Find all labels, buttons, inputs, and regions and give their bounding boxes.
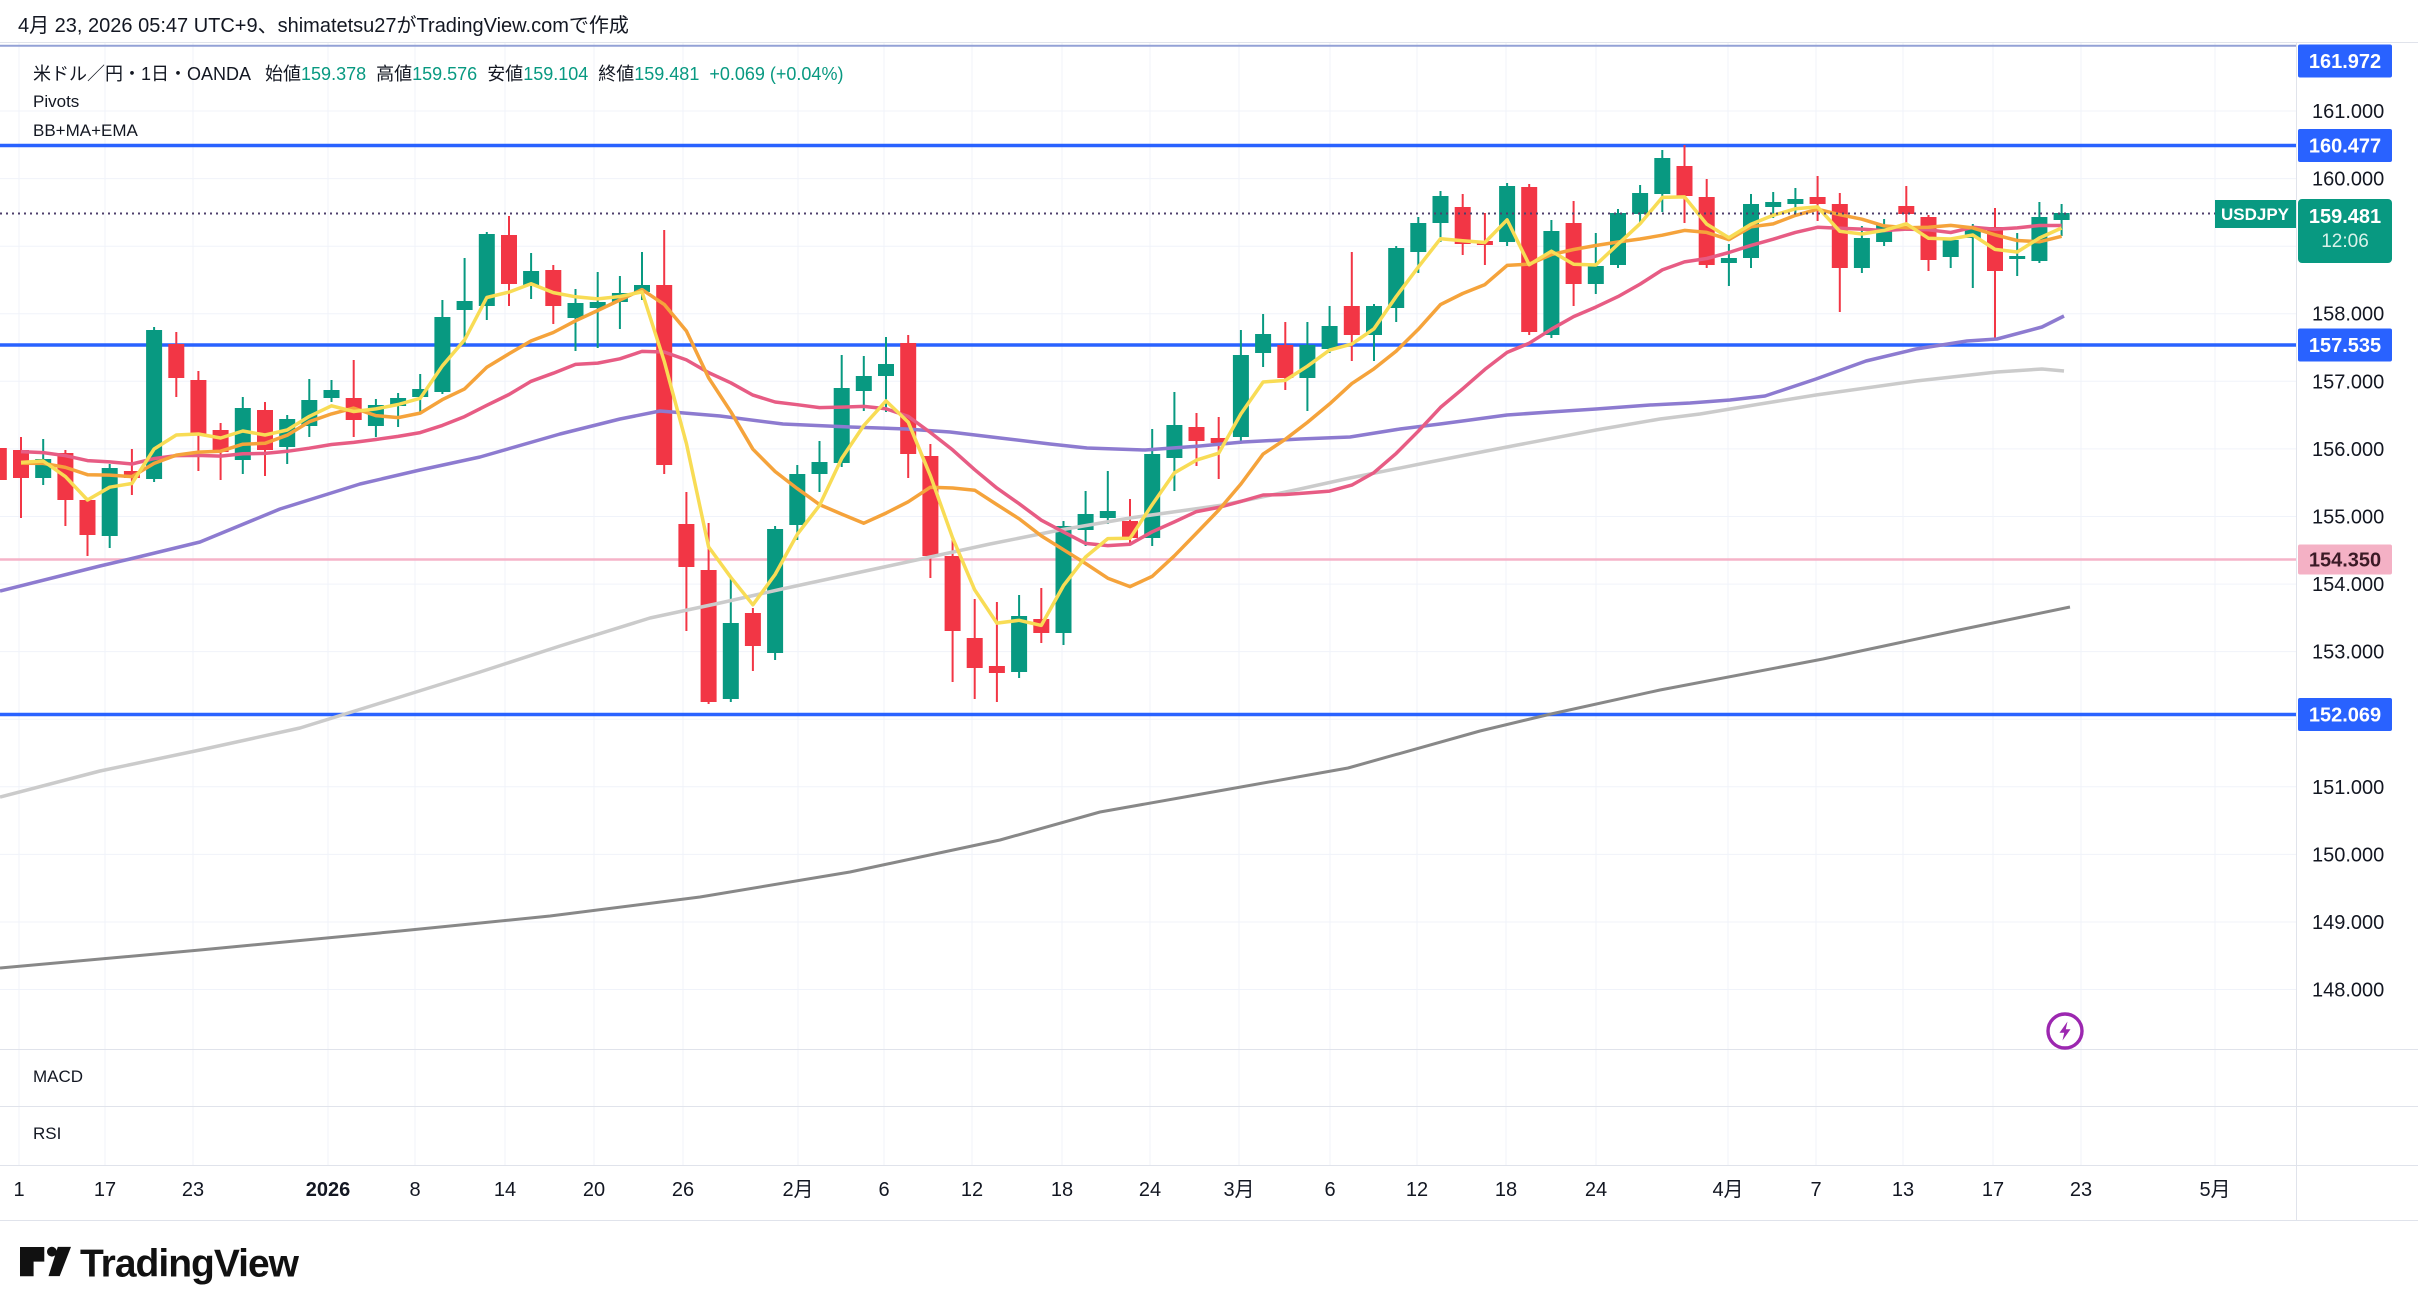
svg-text:8: 8 <box>409 1179 420 1201</box>
svg-text:23: 23 <box>182 1179 204 1201</box>
svg-text:152.069: 152.069 <box>2309 705 2381 727</box>
svg-text:26: 26 <box>672 1179 694 1201</box>
svg-text:148.000: 148.000 <box>2312 980 2384 1002</box>
svg-text:23: 23 <box>2070 1179 2092 1201</box>
svg-text:24: 24 <box>1585 1179 1607 1201</box>
svg-text:6: 6 <box>1324 1179 1335 1201</box>
svg-text:18: 18 <box>1495 1179 1517 1201</box>
svg-text:159.481: 159.481 <box>2309 206 2381 228</box>
svg-text:4月: 4月 <box>1712 1179 1743 1201</box>
svg-text:1: 1 <box>13 1179 24 1201</box>
svg-text:4月 23, 2026 05:47 UTC+9、shimat: 4月 23, 2026 05:47 UTC+9、shimatetsu27がTra… <box>18 14 629 37</box>
svg-text:150.000: 150.000 <box>2312 844 2384 866</box>
svg-text:154.000: 154.000 <box>2312 574 2384 596</box>
svg-text:155.000: 155.000 <box>2312 507 2384 529</box>
svg-text:3月: 3月 <box>1223 1179 1254 1201</box>
svg-text:18: 18 <box>1051 1179 1073 1201</box>
svg-text:12: 12 <box>1406 1179 1428 1201</box>
svg-text:2月: 2月 <box>782 1179 813 1201</box>
svg-text:12: 12 <box>961 1179 983 1201</box>
svg-text:14: 14 <box>494 1179 516 1201</box>
svg-text:RSI: RSI <box>33 1124 61 1143</box>
svg-text:24: 24 <box>1139 1179 1161 1201</box>
svg-text:161.972: 161.972 <box>2309 51 2381 73</box>
svg-text:153.000: 153.000 <box>2312 642 2384 664</box>
svg-text:6: 6 <box>878 1179 889 1201</box>
svg-text:BB+MA+EMA: BB+MA+EMA <box>33 121 139 140</box>
svg-text:20: 20 <box>583 1179 605 1201</box>
svg-text:17: 17 <box>94 1179 116 1201</box>
svg-text:157.000: 157.000 <box>2312 371 2384 393</box>
svg-text:160.000: 160.000 <box>2312 169 2384 191</box>
svg-text:161.000: 161.000 <box>2312 101 2384 123</box>
svg-text:156.000: 156.000 <box>2312 439 2384 461</box>
svg-text:MACD: MACD <box>33 1067 83 1086</box>
svg-text:Pivots: Pivots <box>33 92 79 111</box>
svg-text:2026: 2026 <box>306 1179 351 1201</box>
svg-text:USDJPY: USDJPY <box>2221 205 2290 224</box>
svg-text:154.350: 154.350 <box>2309 550 2381 572</box>
svg-text:13: 13 <box>1892 1179 1914 1201</box>
svg-text:151.000: 151.000 <box>2312 777 2384 799</box>
svg-text:17: 17 <box>1982 1179 2004 1201</box>
svg-text:12:06: 12:06 <box>2321 231 2369 252</box>
svg-text:157.535: 157.535 <box>2309 335 2381 357</box>
svg-text:158.000: 158.000 <box>2312 304 2384 326</box>
svg-text:7: 7 <box>1810 1179 1821 1201</box>
svg-text:160.477: 160.477 <box>2309 136 2381 158</box>
svg-text:149.000: 149.000 <box>2312 912 2384 934</box>
svg-text:5月: 5月 <box>2199 1179 2230 1201</box>
svg-text:TradingView: TradingView <box>80 1243 300 1286</box>
